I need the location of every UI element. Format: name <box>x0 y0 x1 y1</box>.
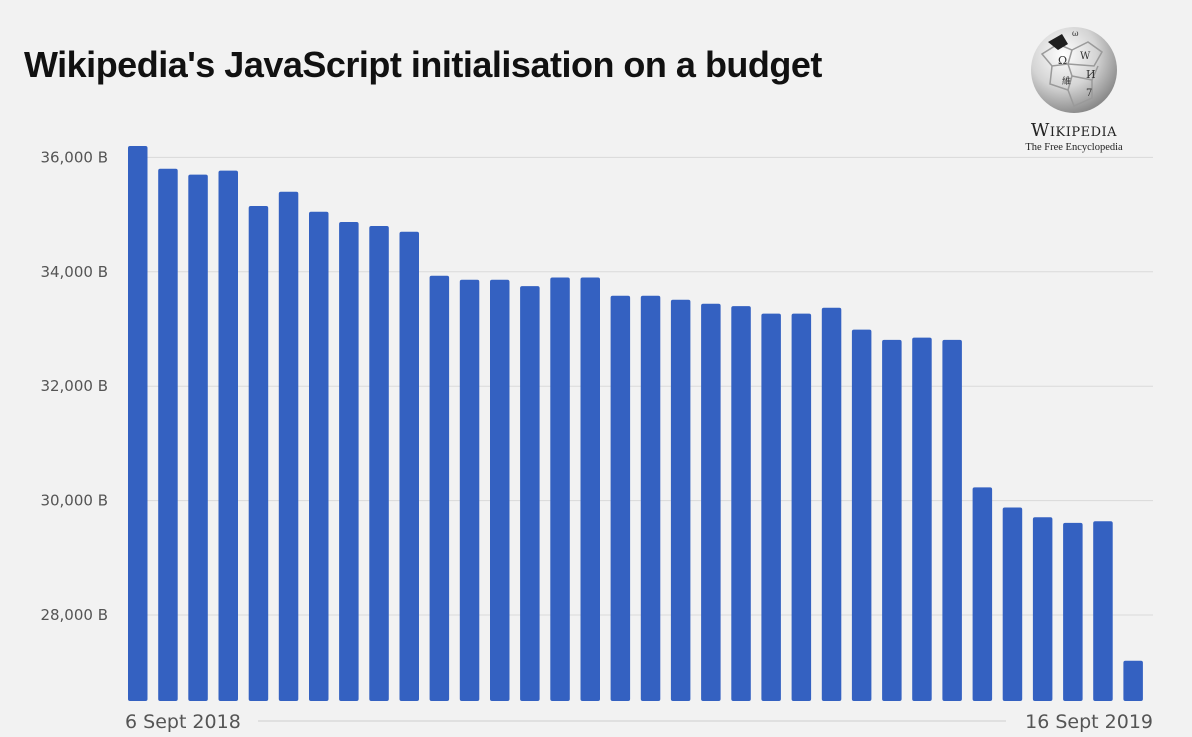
y-tick-label: 28,000 B <box>40 606 108 624</box>
bars <box>128 146 1143 702</box>
bar <box>399 231 419 702</box>
bar <box>520 286 540 701</box>
bar <box>188 174 208 702</box>
bar <box>158 168 178 702</box>
bar <box>821 307 842 701</box>
x-start-label: 6 Sept 2018 <box>125 711 241 733</box>
bar <box>490 279 510 701</box>
y-tick-label: 36,000 B <box>40 148 108 166</box>
bar <box>701 303 721 701</box>
y-tick-label: 34,000 B <box>40 263 108 281</box>
bar <box>791 313 812 701</box>
wikipedia-logo: Ω W И 維 7 ω Wikipedia The Free Encyclope… <box>1012 22 1132 162</box>
bar <box>429 275 450 701</box>
bar <box>1063 522 1083 701</box>
bar <box>550 277 570 701</box>
wikipedia-wordmark: Wikipedia <box>1030 120 1118 141</box>
wikipedia-tagline: The Free Encyclopedia <box>1025 142 1123 153</box>
chart-title: Wikipedia's JavaScript initialisation on… <box>24 44 822 85</box>
bar <box>1093 521 1113 701</box>
bar <box>912 337 932 701</box>
bar <box>972 487 993 701</box>
x-axis: 6 Sept 2018 16 Sept 2019 <box>125 711 1153 733</box>
bar <box>128 146 148 701</box>
bar <box>459 279 480 701</box>
y-tick-labels: 28,000 B 30,000 B 32,000 B 34,000 B 36,000 B <box>40 148 108 624</box>
bar <box>942 339 962 701</box>
bar <box>670 299 691 701</box>
bar <box>248 206 269 701</box>
svg-text:7: 7 <box>1086 88 1092 99</box>
bar <box>761 313 781 701</box>
bar <box>640 295 661 701</box>
bar <box>339 222 359 701</box>
bar <box>580 277 600 701</box>
bar <box>309 211 329 701</box>
bar <box>1123 660 1143 701</box>
svg-text:И: И <box>1086 68 1096 81</box>
bar <box>369 226 389 701</box>
bar <box>851 329 872 701</box>
bar <box>278 191 299 701</box>
bar <box>731 306 751 701</box>
svg-text:維: 維 <box>1062 75 1071 87</box>
bar <box>882 339 902 701</box>
bar <box>1002 507 1023 701</box>
bar <box>218 170 238 702</box>
wikipedia-globe-icon: Ω W И 維 7 ω <box>1031 27 1117 113</box>
svg-text:W: W <box>1080 51 1091 62</box>
bar <box>1032 517 1053 701</box>
x-end-label: 16 Sept 2019 <box>1025 711 1153 733</box>
y-tick-label: 32,000 B <box>40 377 108 395</box>
bar <box>610 295 631 701</box>
svg-text:ω: ω <box>1072 29 1079 38</box>
svg-text:Ω: Ω <box>1058 54 1067 67</box>
y-tick-label: 30,000 B <box>40 492 108 510</box>
